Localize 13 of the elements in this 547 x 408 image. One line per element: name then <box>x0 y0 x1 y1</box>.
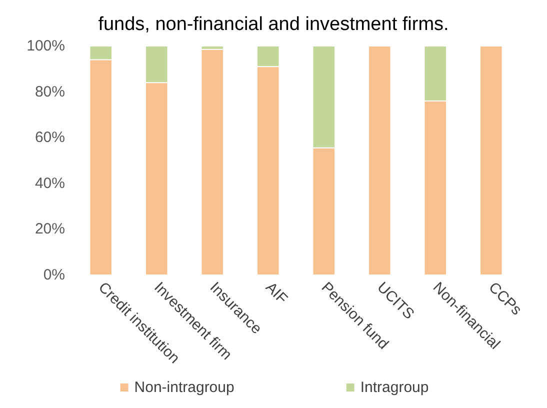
chart-title: funds, non-financial and investment firms. <box>98 14 449 35</box>
legend-label: Intragroup <box>360 379 429 396</box>
y-tick-label: 100% <box>26 38 65 54</box>
x-tick-label: AIF <box>262 278 291 308</box>
y-tick-label: 60% <box>34 129 65 146</box>
bar <box>368 46 391 275</box>
y-tick-label: 20% <box>34 220 65 238</box>
y-tick-label: 40% <box>34 174 65 192</box>
bar <box>480 46 502 275</box>
legend-label: Non-intragroup <box>134 379 234 396</box>
y-tick-label: 0% <box>43 266 65 284</box>
y-tick-label: 80% <box>34 83 65 100</box>
bar <box>201 49 224 275</box>
